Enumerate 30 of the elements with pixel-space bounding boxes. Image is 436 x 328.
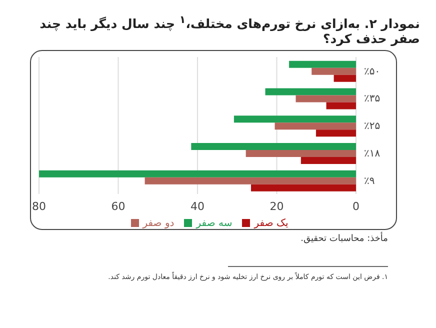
x-tick-label: 0 — [352, 200, 360, 213]
y-tick-label: ٪۵۰ — [364, 66, 380, 78]
bar — [265, 88, 356, 96]
bar — [234, 116, 356, 123]
bar — [39, 170, 356, 178]
x-tick-label: 80 — [32, 200, 46, 213]
bar — [326, 102, 356, 110]
legend-label: سه صفر — [196, 218, 232, 230]
y-tick-label: ٪۹ — [364, 176, 375, 188]
x-tick-label: 60 — [111, 200, 126, 213]
bar — [316, 130, 356, 137]
y-tick-label: ٪۱۸ — [364, 148, 381, 160]
x-tick-label: 20 — [270, 200, 284, 213]
y-tick-label: ٪۲۵ — [364, 121, 380, 132]
bar — [274, 122, 356, 130]
bar — [289, 60, 356, 68]
bar — [296, 95, 356, 102]
chart-title: نمودار ۲. به‌ازای نرخ تورم‌های مختلف،$^{۱}$ چند سال دیگر باید چند صفر حذف کرد؟ — [40, 14, 420, 46]
bar — [191, 143, 356, 150]
legend-label: دو صفر — [142, 218, 174, 230]
text: مأخذ: محاسبات تحقیق. — [300, 234, 389, 244]
x-tick-label: 40 — [190, 200, 204, 213]
bar — [250, 184, 356, 192]
bar — [334, 74, 356, 82]
legend-label: یک صفر — [254, 218, 288, 230]
bar — [246, 150, 356, 158]
bar — [144, 178, 356, 185]
bar — [312, 68, 356, 75]
bar — [300, 157, 356, 164]
y-tick-label: ٪۳۵ — [364, 94, 380, 105]
